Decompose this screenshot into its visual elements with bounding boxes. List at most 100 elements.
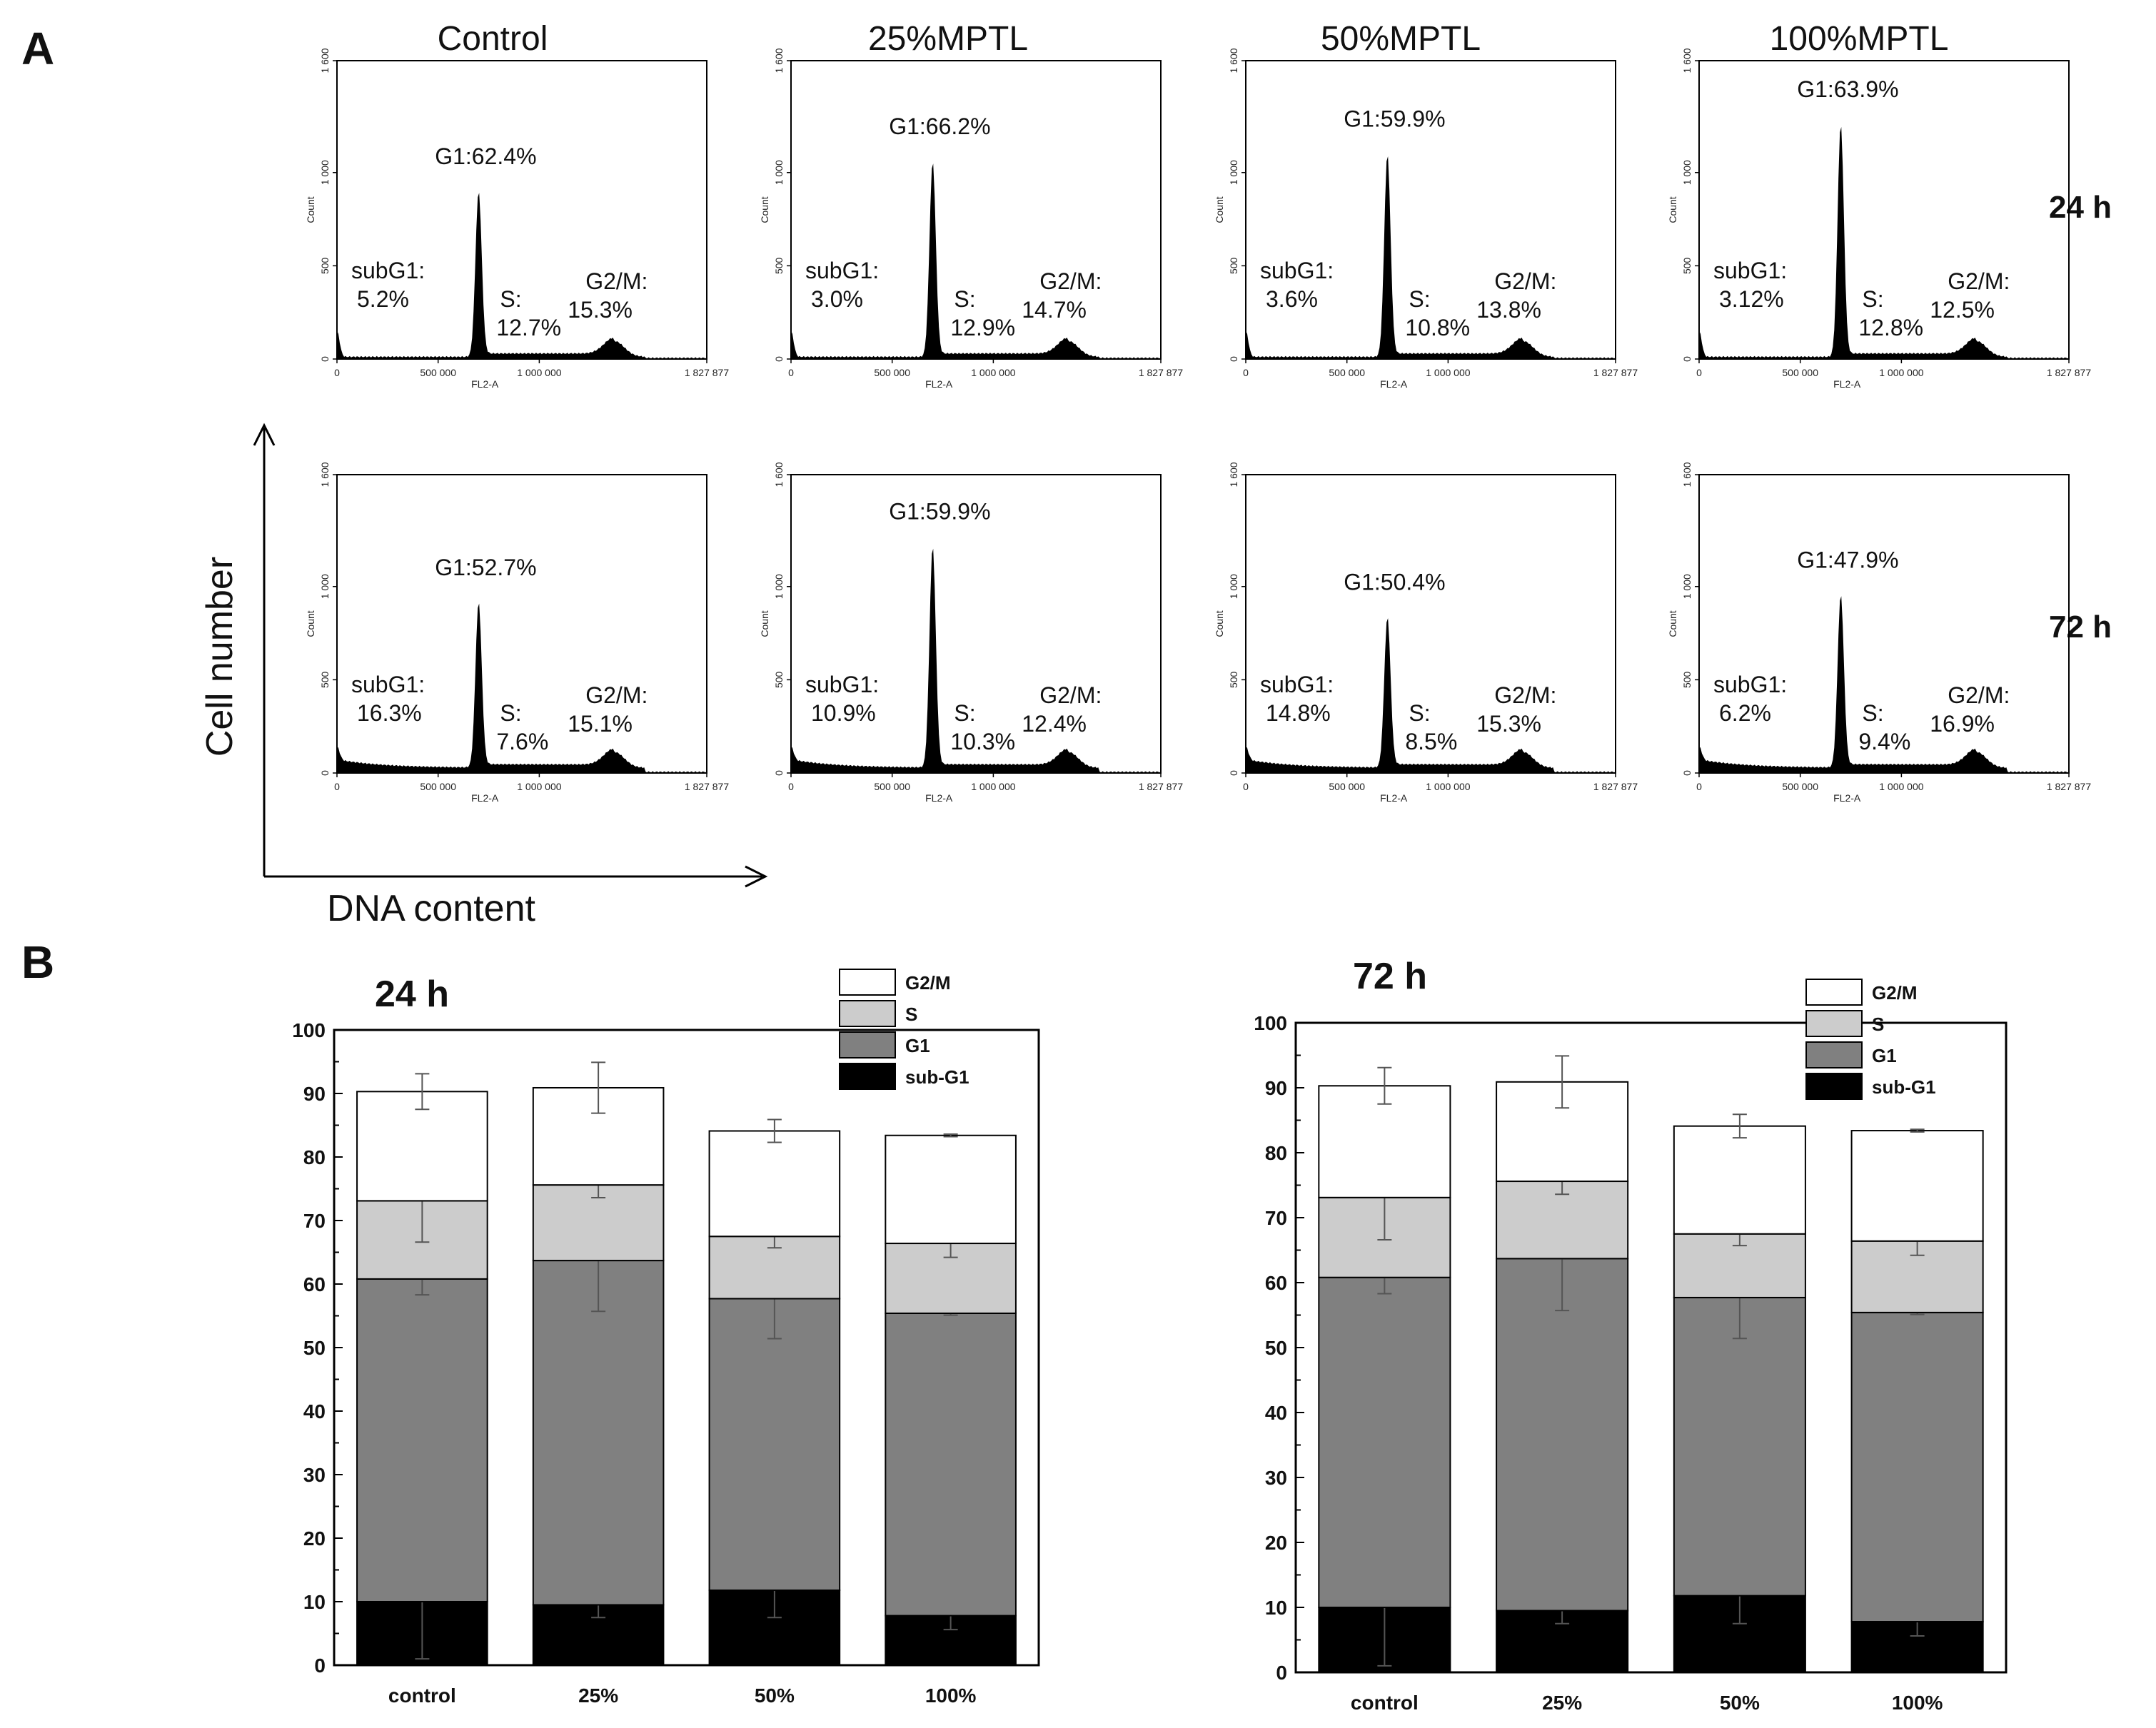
y-tick-label: 0 (1228, 356, 1239, 362)
y-tick-label: 1 600 (319, 462, 331, 487)
legend-label: S (905, 1004, 917, 1025)
dna-content-label: DNA content (327, 888, 535, 929)
x-tick-label: 25% (1542, 1692, 1582, 1714)
y-tick-label: 50 (303, 1337, 326, 1359)
bar-segment (708, 1130, 841, 1238)
y-tick-label: 70 (303, 1210, 326, 1232)
chart-title: 24 h (375, 974, 449, 1015)
legend-label: sub-G1 (905, 1066, 969, 1088)
y-tick-label: 80 (1265, 1142, 1287, 1164)
y-tick-label: 0 (773, 356, 785, 362)
y-tick-label: 500 (1681, 257, 1693, 274)
subg1-value: 6.2% (1719, 700, 1771, 726)
histogram-panel: 0 500 000 1 000 000 1 827 877 FL2-A 0 500 1 000… (305, 462, 729, 804)
y-tick-label: 30 (303, 1464, 326, 1486)
cell-number-arrowhead (253, 423, 276, 446)
y-tick-label: 30 (1265, 1467, 1287, 1489)
x-tick-label: 500 000 (420, 367, 456, 378)
g1-label: G1:52.7% (435, 555, 536, 580)
y-axis-label: Count (759, 610, 770, 637)
x-axis-label: FL2-A (925, 378, 953, 390)
subg1-value: 3.0% (811, 286, 863, 312)
y-tick-label: 10 (1265, 1597, 1287, 1619)
subg1-value: 5.2% (357, 286, 409, 312)
y-tick-label: 40 (303, 1400, 326, 1423)
s-value: 10.3% (950, 729, 1015, 754)
x-tick-label: 0 (1696, 367, 1702, 378)
y-tick-label: 500 (773, 671, 785, 688)
x-tick-label: 1 000 000 (971, 367, 1015, 378)
x-tick-label: control (1351, 1692, 1419, 1714)
s-value: 9.4% (1858, 729, 1910, 754)
legend-swatch (1805, 1010, 1863, 1037)
legend-label: G1 (905, 1035, 930, 1056)
histogram-panel: 0 500 000 1 000 000 1 827 877 FL2-A 0 500 1 000… (1667, 48, 2091, 390)
histogram-panel: 0 500 000 1 000 000 1 827 877 FL2-A 0 500 1 000… (1214, 48, 1638, 390)
subg1-label: subG1: (351, 258, 425, 283)
g2m-label: G2/M: (1494, 682, 1556, 708)
column-title: Control (438, 20, 548, 58)
x-tick-label: 500 000 (874, 367, 910, 378)
g2m-label: G2/M: (585, 268, 648, 294)
g1-label: G1:59.9% (889, 498, 990, 524)
column-title: 50%MPTL (1321, 20, 1481, 58)
histogram-grid: Control 25%MPTL 50%MPTL 100%MPTL 24 h 72 h 0 50… (305, 20, 2112, 804)
x-tick-label: 0 (1243, 781, 1249, 792)
y-tick-label: 1 000 (773, 160, 785, 185)
subg1-label: subG1: (351, 672, 425, 697)
x-tick-label: control (388, 1684, 456, 1707)
y-tick-label: 90 (303, 1083, 326, 1105)
s-value: 12.9% (950, 315, 1015, 340)
y-tick-label: 0 (1276, 1662, 1287, 1684)
x-tick-label: 0 (788, 781, 794, 792)
y-tick-label: 80 (303, 1146, 326, 1168)
bar-segment (1850, 1130, 1984, 1242)
histogram-panel: 0 500 000 1 000 000 1 827 877 FL2-A 0 500 1 000… (1667, 462, 2091, 804)
x-tick-label: 0 (1696, 781, 1702, 792)
g1-label: G1:63.9% (1797, 76, 1898, 102)
y-tick-label: 0 (1228, 770, 1239, 776)
g2m-value: 12.4% (1022, 711, 1087, 737)
cell-number-label: Cell number (199, 557, 241, 757)
subg1-label: subG1: (1713, 258, 1787, 283)
y-tick-label: 0 (319, 770, 331, 776)
y-tick-label: 1 600 (1681, 48, 1693, 73)
g1-label: G1:50.4% (1344, 570, 1445, 595)
bar-segment (885, 1312, 1017, 1617)
x-tick-label: 1 000 000 (1879, 781, 1923, 792)
y-tick-label: 1 000 (1681, 574, 1693, 599)
subg1-label: subG1: (1713, 672, 1787, 697)
x-tick-label: 500 000 (1329, 367, 1365, 378)
g2m-value: 15.3% (568, 297, 633, 323)
panel-a-label: A (21, 23, 54, 74)
y-tick-label: 40 (1265, 1402, 1287, 1424)
s-label: S: (1409, 700, 1430, 726)
dna-content-arrowhead (745, 865, 768, 888)
x-tick-label: 100% (925, 1684, 977, 1707)
x-tick-label: 25% (578, 1684, 618, 1707)
subg1-value: 14.8% (1266, 700, 1331, 726)
x-axis-label: FL2-A (1380, 792, 1408, 804)
bar-segment (532, 1260, 665, 1606)
subg1-value: 10.9% (811, 700, 876, 726)
g2m-value: 15.3% (1476, 711, 1541, 737)
histogram-panel: 0 500 000 1 000 000 1 827 877 FL2-A 0 500 1 000… (759, 462, 1183, 804)
histogram-panel: 0 500 000 1 000 000 1 827 877 FL2-A 0 500 1 000… (759, 48, 1183, 390)
y-tick-label: 0 (1681, 356, 1693, 362)
x-tick-label: 0 (334, 781, 340, 792)
x-tick-label: 0 (1243, 367, 1249, 378)
x-tick-label: 500 000 (874, 781, 910, 792)
y-tick-label: 1 000 (1228, 574, 1239, 599)
y-tick-label: 1 000 (773, 574, 785, 599)
subg1-value: 16.3% (357, 700, 422, 726)
s-value: 12.8% (1858, 315, 1923, 340)
g2m-value: 15.1% (568, 711, 633, 737)
legend-swatch (839, 969, 896, 996)
s-label: S: (954, 286, 975, 312)
s-value: 12.7% (496, 315, 561, 340)
x-tick-label: 50% (1720, 1692, 1760, 1714)
g2m-value: 16.9% (1930, 711, 1995, 737)
subg1-label: subG1: (1260, 258, 1334, 283)
stacked-bar-chart: 72 h 0 10 20 30 40 50 60 70 80 90 100 control 25% 50% 1… (1254, 956, 2008, 1714)
